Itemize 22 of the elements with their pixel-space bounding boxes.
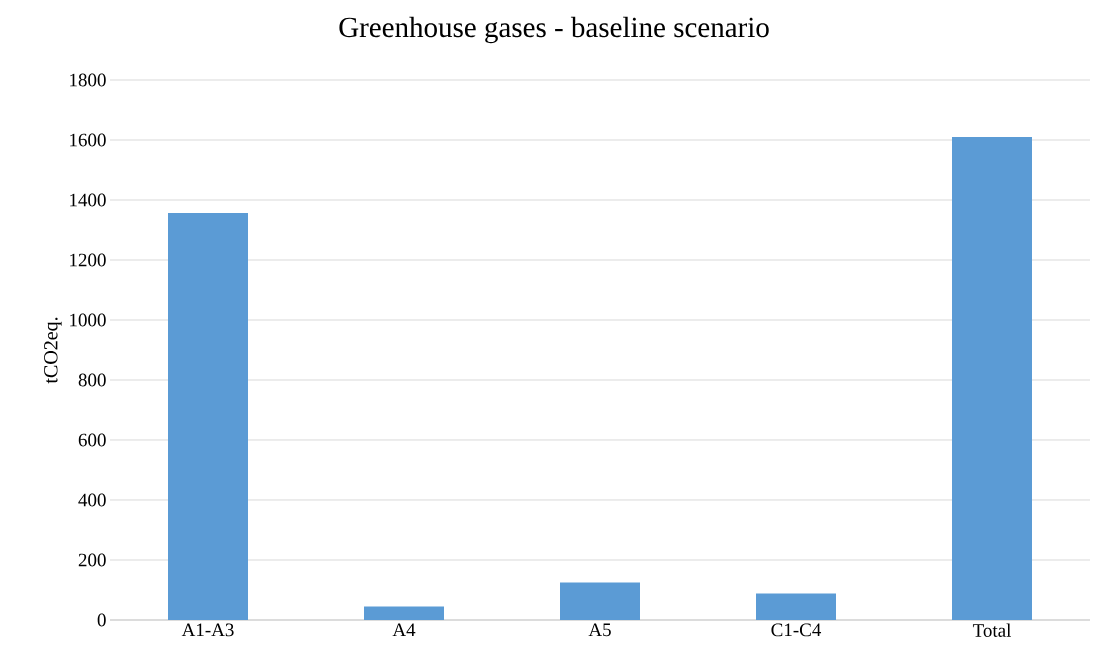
bar	[364, 606, 444, 620]
y-tick-label: 600	[78, 433, 106, 447]
bar	[560, 582, 640, 620]
y-axis-title: tCO2eq.	[44, 317, 62, 384]
x-tick-label: C1-C4	[771, 623, 822, 637]
y-tick-label: 1200	[70, 253, 106, 267]
y-tick-label: 1600	[70, 133, 106, 147]
y-tick-label: 1800	[70, 73, 106, 87]
x-tick-label: A5	[588, 623, 611, 637]
y-tick-label: 400	[78, 493, 106, 507]
bar	[168, 212, 249, 620]
x-tick-label: Total	[972, 623, 1012, 637]
y-tick-label: 1400	[70, 193, 106, 207]
y-tick-label: 800	[78, 373, 106, 387]
bar	[756, 593, 836, 620]
x-tick-label: A4	[392, 623, 416, 637]
x-tick-label: A1-A3	[181, 623, 234, 637]
y-tick-label: 200	[78, 553, 106, 567]
bar	[952, 136, 1032, 620]
chart-title: Greenhouse gases - baseline scenario	[339, 16, 769, 44]
y-tick-label: 0	[97, 613, 106, 627]
y-tick-label: 1000	[70, 313, 106, 327]
